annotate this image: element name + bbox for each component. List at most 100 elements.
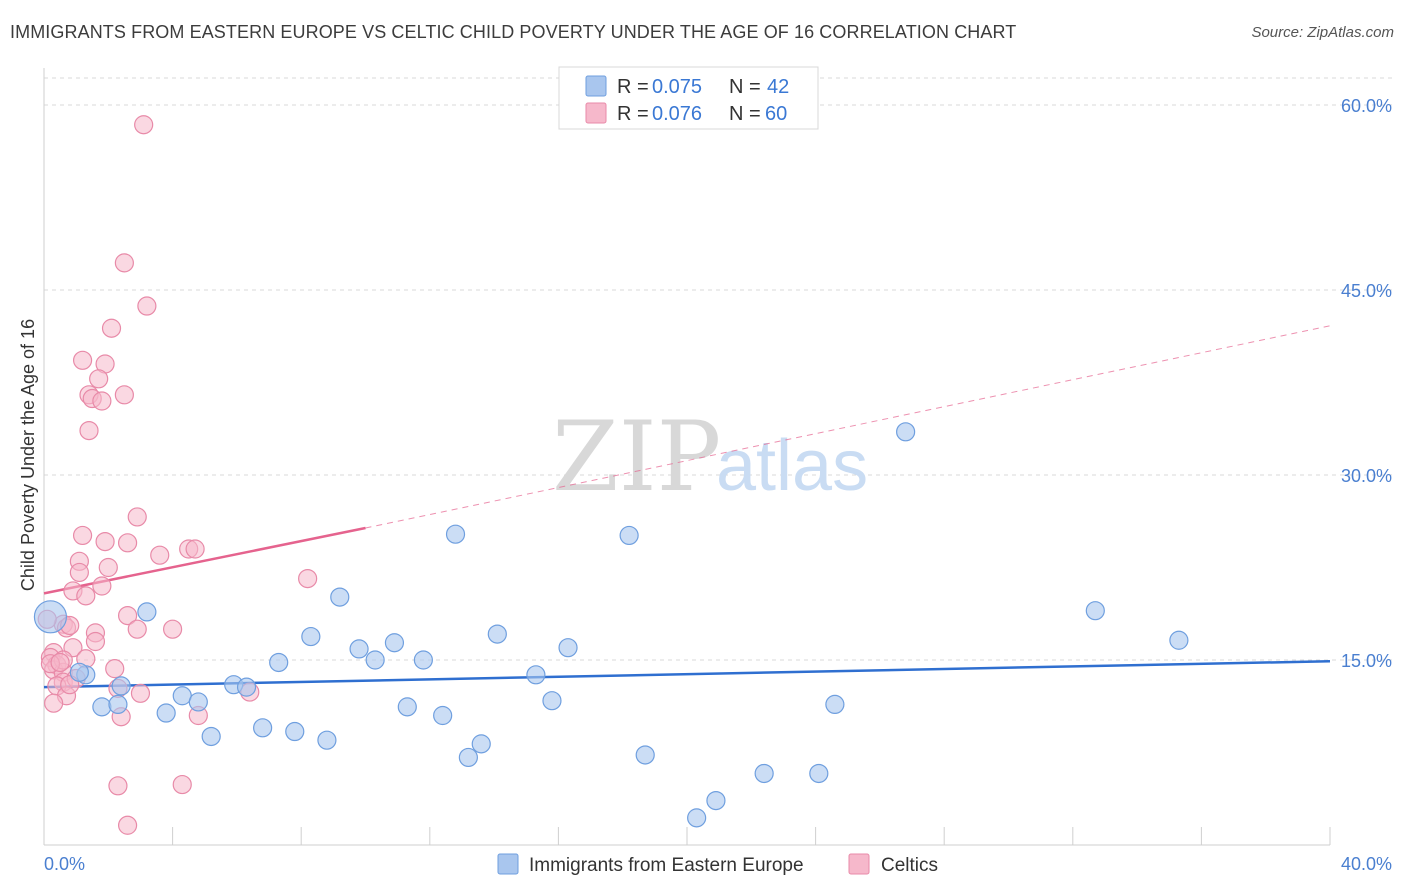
eastern-europe-point-11: [236, 677, 257, 697]
celtics-trend-line: [43, 526, 366, 595]
eastern-europe-point-40: [1169, 630, 1189, 650]
celtics-point-40: [105, 659, 125, 679]
eastern-europe-point-9: [201, 726, 221, 747]
eastern-europe-point-23: [433, 705, 453, 726]
eastern-europe-point-6: [156, 703, 176, 723]
y-axis-title: Child Poverty Under the Age of 16: [18, 319, 38, 591]
eastern-europe-point-18: [349, 639, 369, 659]
celtics-point-3: [101, 318, 122, 338]
y-tick-labels: 15.0% 30.0% 45.0% 60.0%: [1341, 96, 1392, 671]
eastern-europe-point-36: [809, 763, 829, 784]
eastern-europe-point-21: [397, 697, 417, 717]
legend-n-label-eastern-europe: N =: [729, 76, 761, 98]
watermark-atlas: atlas: [716, 426, 868, 506]
source-label: Source: ZipAtlas.com: [1251, 24, 1394, 41]
eastern-europe-point-4: [111, 676, 131, 696]
grid-lines: [44, 77, 1392, 661]
eastern-europe-trend-line: [43, 659, 1331, 689]
celtics-point-17: [185, 539, 205, 559]
legend-swatch-eastern-europe: [585, 75, 607, 97]
x-tick-label-max: 40.0%: [1341, 854, 1392, 874]
chart-title: IMMIGRANTS FROM EASTERN EUROPE VS CELTIC…: [10, 22, 1017, 42]
eastern-europe-point-29: [542, 691, 562, 711]
axes: [43, 68, 1331, 846]
eastern-europe-point-38: [896, 422, 916, 442]
celtics-point-18: [150, 545, 170, 565]
legend-r-value-celtics: 0.076: [652, 103, 702, 125]
eastern-europe-point-27: [487, 624, 507, 644]
eastern-europe-point-28: [526, 665, 546, 685]
bottom-legend-swatch-celtics: [848, 853, 870, 875]
eastern-europe-point-7: [172, 686, 192, 706]
eastern-europe-point-30: [558, 638, 578, 658]
y-tick-label-1: 30.0%: [1341, 466, 1392, 486]
watermark-zip: ZIP: [552, 401, 721, 513]
eastern-europe-point-12: [253, 718, 273, 738]
eastern-europe-point-35: [754, 763, 774, 784]
eastern-europe-point-33: [687, 808, 707, 828]
celtics-point-10: [92, 391, 112, 411]
bottom-legend: Immigrants from Eastern Europe Celtics: [497, 853, 938, 876]
bottom-legend-label-eastern-europe: Immigrants from Eastern Europe: [529, 855, 804, 876]
eastern-europe-point-39: [1085, 601, 1105, 621]
eastern-europe-point-24: [445, 524, 466, 544]
y-tick-label-3: 60.0%: [1341, 96, 1392, 116]
y-tick-label-2: 45.0%: [1341, 281, 1392, 301]
legend-r-label-celtics: R =: [617, 103, 649, 125]
legend-n-value-eastern-europe: 42: [767, 76, 789, 98]
celtics-point-0: [134, 115, 154, 135]
y-tick-label-0: 15.0%: [1341, 651, 1392, 671]
eastern-europe-point-0: [33, 600, 68, 634]
eastern-europe-point-19: [365, 650, 385, 670]
celtics-point-53: [117, 815, 138, 835]
celtics-point-30: [127, 619, 147, 639]
celtics-point-6: [89, 369, 109, 389]
eastern-europe-point-32: [635, 745, 655, 765]
celtics-point-12: [127, 507, 147, 527]
x-tick-label-min: 0.0%: [44, 854, 85, 874]
eastern-europe-point-5: [137, 602, 157, 622]
celtics-point-20: [98, 557, 118, 578]
eastern-europe-point-25: [458, 747, 478, 768]
eastern-europe-point-31: [619, 525, 639, 546]
eastern-europe-point-17: [330, 587, 350, 607]
celtics-point-33: [85, 631, 106, 652]
legend-r-value-eastern-europe: 0.075: [652, 76, 702, 98]
celtics-point-1: [114, 253, 134, 273]
eastern-europe-point-20: [384, 633, 405, 653]
celtics-point-25: [76, 586, 96, 606]
celtics-point-48: [44, 693, 64, 713]
eastern-europe-point-34: [706, 790, 726, 811]
bottom-legend-label-celtics: Celtics: [881, 855, 938, 876]
eastern-europe-point-37: [825, 694, 845, 715]
x-tick-labels: 0.0% 40.0%: [44, 854, 1392, 874]
celtics-point-4: [72, 350, 93, 370]
celtics-point-51: [108, 776, 128, 796]
celtics-point-2: [137, 296, 157, 316]
top-legend: R = 0.075 N = 42 R = 0.076 N = 60: [558, 66, 819, 130]
legend-n-label-celtics: N =: [729, 103, 761, 125]
bottom-legend-swatch-eastern-europe: [497, 853, 519, 875]
celtics-point-52: [172, 774, 192, 795]
eastern-europe-point-13: [269, 652, 289, 673]
celtics-point-23: [92, 576, 112, 596]
celtics-point-13: [72, 525, 93, 546]
celtics-point-8: [114, 385, 134, 405]
celtics-point-22: [298, 568, 318, 589]
celtics-point-31: [163, 619, 183, 639]
celtics-point-21: [69, 562, 89, 583]
legend-swatch-celtics: [585, 102, 607, 124]
celtics-point-45: [130, 683, 151, 703]
celtics-point-11: [79, 421, 99, 441]
eastern-europe-point-14: [285, 721, 305, 742]
legend-r-label-eastern-europe: R =: [617, 76, 649, 98]
eastern-europe-point-8: [188, 692, 208, 712]
eastern-europe-point-15: [301, 626, 321, 647]
celtics-point-26: [117, 605, 138, 626]
eastern-europe-point-16: [317, 730, 337, 750]
celtics-point-14: [117, 533, 138, 553]
celtics-point-58: [50, 652, 70, 673]
eastern-europe-points: [33, 422, 1189, 828]
eastern-europe-point-26: [471, 734, 491, 754]
